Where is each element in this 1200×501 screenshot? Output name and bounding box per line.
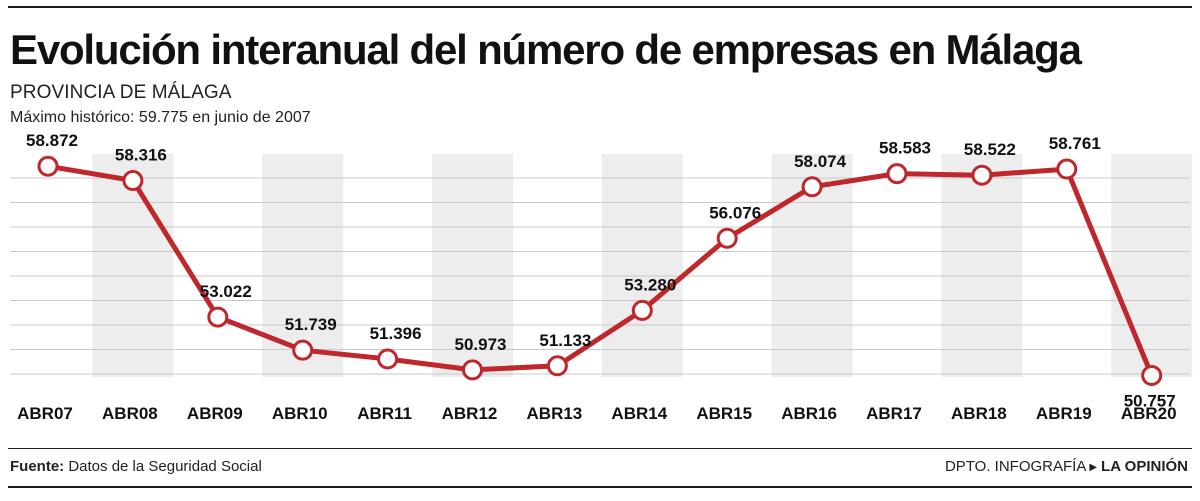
- data-point-marker: [801, 176, 823, 198]
- x-tick-label: ABR16: [781, 404, 837, 423]
- credit: DPTO. INFOGRAFÍA ▶ LA OPINIÓN: [945, 458, 1188, 477]
- x-tick-label: ABR12: [442, 404, 498, 423]
- background-band: [601, 154, 683, 377]
- data-point-marker: [377, 348, 399, 370]
- data-point-marker: [716, 227, 738, 249]
- x-tick-label: ABR19: [1036, 404, 1092, 423]
- x-tick-label: ABR10: [272, 404, 328, 423]
- data-point-marker: [886, 163, 908, 185]
- line-chart: 58.872 ABR07 58.316 ABR08 53.022 ABR09 51.739 A…: [10, 131, 1193, 423]
- data-point-marker: [546, 355, 568, 377]
- data-value-label: 58.583: [879, 139, 931, 158]
- background-band: [92, 154, 174, 377]
- background-band: [1111, 154, 1193, 377]
- x-tick-label: ABR08: [102, 404, 158, 423]
- data-value-label: 51.396: [370, 324, 422, 343]
- source-text: Datos de la Seguridad Social: [68, 458, 262, 475]
- x-tick-label: ABR18: [951, 404, 1007, 423]
- data-point-marker: [631, 299, 653, 321]
- x-tick-label: ABR20: [1121, 404, 1177, 423]
- dept-label: DPTO. INFOGRAFÍA: [944, 458, 1087, 475]
- triangle-right-icon: ▶: [1089, 462, 1098, 473]
- data-value-label: 58.872: [26, 131, 78, 150]
- x-tick-label: ABR11: [357, 404, 412, 423]
- chart-subtitle: PROVINCIA DE MÁLAGA: [10, 82, 232, 103]
- data-point-marker: [207, 306, 229, 328]
- data-value-label: 51.133: [539, 331, 591, 350]
- chart-title: Evolución interanual del número de empre…: [10, 26, 1082, 73]
- top-rule: [8, 6, 1192, 8]
- data-point-marker: [37, 155, 59, 177]
- data-value-label: 58.761: [1049, 134, 1101, 153]
- x-tick-label: ABR15: [696, 404, 752, 423]
- data-point-marker: [292, 339, 314, 361]
- source-label: Fuente:: [10, 458, 65, 475]
- x-tick-label: ABR14: [611, 404, 667, 423]
- data-point-marker: [1056, 158, 1078, 180]
- data-value-label: 58.522: [964, 140, 1016, 159]
- data-value-label: 53.022: [200, 282, 252, 301]
- x-tick-label: ABR13: [527, 404, 583, 423]
- x-tick-label: ABR17: [866, 404, 922, 423]
- data-point-marker: [971, 164, 993, 186]
- data-point-marker: [462, 359, 483, 381]
- data-point-marker: [122, 170, 144, 192]
- brand-label: LA OPINIÓN: [1101, 458, 1188, 475]
- footer-rule: [8, 448, 1192, 449]
- data-value-label: 51.739: [285, 315, 337, 334]
- data-value-label: 58.074: [794, 152, 847, 171]
- historic-max-note: Máximo histórico: 59.775 en junio de 200…: [10, 109, 311, 126]
- data-value-label: 58.316: [115, 146, 167, 165]
- x-tick-label: ABR09: [187, 404, 243, 423]
- source-note: Fuente: Datos de la Seguridad Social: [10, 458, 262, 476]
- series-line: [45, 163, 1155, 378]
- data-point-marker: [1141, 364, 1163, 386]
- background-band: [432, 154, 513, 377]
- bottom-rule: [8, 486, 1192, 488]
- data-value-label: 56.076: [709, 203, 761, 222]
- data-value-label: 50.757: [1124, 391, 1176, 410]
- data-value-label: 53.280: [624, 275, 676, 294]
- background-band: [941, 154, 1023, 377]
- x-tick-label: ABR07: [17, 404, 73, 423]
- data-value-label: 50.973: [455, 335, 507, 354]
